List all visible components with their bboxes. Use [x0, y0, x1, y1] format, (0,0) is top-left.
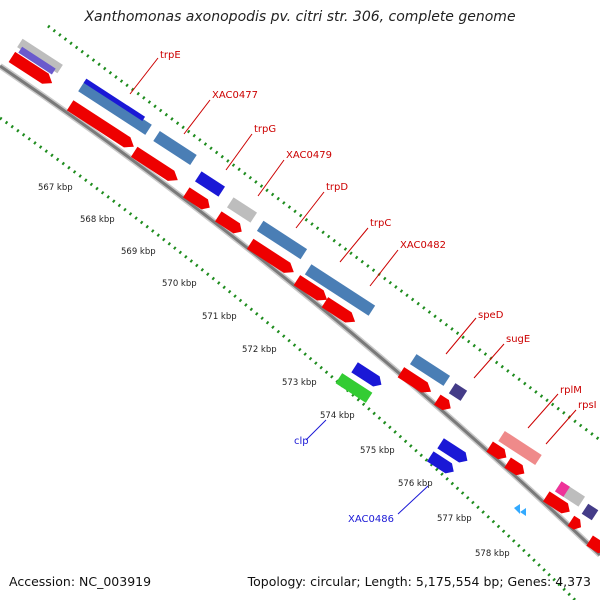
outer-tick-track [47, 24, 600, 442]
accession-text: Accession: NC_003919 [9, 574, 152, 589]
gene-feature-grey-2[interactable] [226, 197, 258, 223]
kbp-tick-label: 572 kbp [242, 345, 277, 355]
red-arrow-14[interactable] [567, 515, 585, 533]
gene-label-XAC0477[interactable]: XAC0477 [212, 90, 258, 101]
gene-feature-sugE[interactable] [448, 383, 468, 401]
gene-label-rpsI[interactable]: rpsI [578, 400, 597, 411]
gene-label-XAC0486[interactable]: XAC0486 [348, 514, 394, 525]
kbp-tick-label: 569 kbp [121, 247, 156, 257]
gene-label-trpG[interactable]: trpG [254, 124, 276, 135]
gene-label-speD[interactable]: speD [478, 310, 504, 321]
gene-feature-rpsI[interactable] [554, 481, 586, 507]
gene-label-rplM[interactable]: rplM [560, 385, 582, 396]
red-arrow-3[interactable] [130, 146, 181, 185]
forward-strand-features[interactable] [15, 38, 599, 521]
gene-feature-XAC0479[interactable] [256, 220, 308, 260]
red-arrow-13[interactable] [542, 491, 573, 516]
red-arrow-12[interactable] [504, 457, 527, 479]
small-cyan-marker [514, 504, 526, 516]
kbp-tick-label: 574 kbp [320, 411, 355, 421]
kbp-tick-label: 567 kbp [38, 183, 73, 193]
label-leader-lines [129, 57, 577, 515]
gene-label-trpD[interactable]: trpD [326, 182, 348, 193]
gene-feature-trpE[interactable] [78, 78, 153, 135]
gene-feature-trpG[interactable] [194, 171, 226, 197]
gene-feature-grey-3[interactable] [581, 503, 599, 521]
gene-label-sugE[interactable]: sugE [506, 334, 530, 345]
red-arrow-6[interactable] [246, 238, 297, 277]
inner-features[interactable] [335, 362, 526, 516]
gene-feature-clp[interactable] [335, 373, 373, 403]
gene-feature-XAC0486-a[interactable] [437, 438, 470, 465]
gene-label-XAC0482[interactable]: XAC0482 [400, 240, 446, 251]
kbp-tick-label: 575 kbp [360, 446, 395, 456]
kbp-tick-label: 576 kbp [398, 479, 433, 489]
red-arrow-5[interactable] [214, 211, 245, 236]
kbp-tick-label: 571 kbp [202, 312, 237, 322]
reverse-strand-features[interactable] [8, 51, 600, 557]
gene-label-clp[interactable]: clp [294, 436, 309, 447]
red-arrow-10[interactable] [434, 394, 454, 414]
red-arrow-11[interactable] [486, 441, 509, 463]
gene-feature-XAC0486-b[interactable] [426, 451, 457, 476]
red-arrow-15[interactable] [586, 535, 600, 557]
red-arrow-1[interactable] [8, 51, 56, 88]
red-arrow-8[interactable] [321, 297, 359, 327]
red-arrow-4[interactable] [182, 187, 213, 212]
gene-label-trpE[interactable]: trpE [160, 50, 181, 61]
kbp-tick-label: 570 kbp [162, 279, 197, 289]
gene-labels[interactable]: trpE XAC0477 trpG XAC0479 trpD trpC XAC0… [160, 50, 597, 525]
gene-feature-XAC0477[interactable] [153, 130, 197, 166]
kbp-tick-label: 573 kbp [282, 378, 317, 388]
map-title: Xanthomonas axonopodis pv. citri str. 30… [84, 9, 516, 25]
kbp-tick-label: 577 kbp [437, 514, 472, 524]
gene-label-XAC0479[interactable]: XAC0479 [286, 150, 332, 161]
gene-feature-trpD[interactable] [304, 264, 376, 316]
gene-feature-grey-1[interactable] [15, 38, 63, 77]
kbp-tick-label: 578 kbp [475, 549, 510, 559]
gene-feature-speD[interactable] [409, 354, 451, 386]
genome-backbone [0, 63, 600, 558]
genome-summary-text: Topology: circular; Length: 5,175,554 bp… [247, 574, 591, 589]
kbp-tick-labels: 567 kbp 568 kbp 569 kbp 570 kbp 571 kbp … [38, 183, 510, 559]
gene-feature-rplM[interactable] [498, 430, 542, 466]
red-arrow-7[interactable] [293, 275, 331, 305]
kbp-tick-label: 568 kbp [80, 215, 115, 225]
red-arrow-2[interactable] [66, 100, 137, 151]
inner-tick-track [0, 116, 577, 600]
red-arrow-9[interactable] [397, 367, 435, 397]
gene-feature-blue-small[interactable] [351, 362, 384, 389]
gene-label-trpC[interactable]: trpC [370, 218, 391, 229]
